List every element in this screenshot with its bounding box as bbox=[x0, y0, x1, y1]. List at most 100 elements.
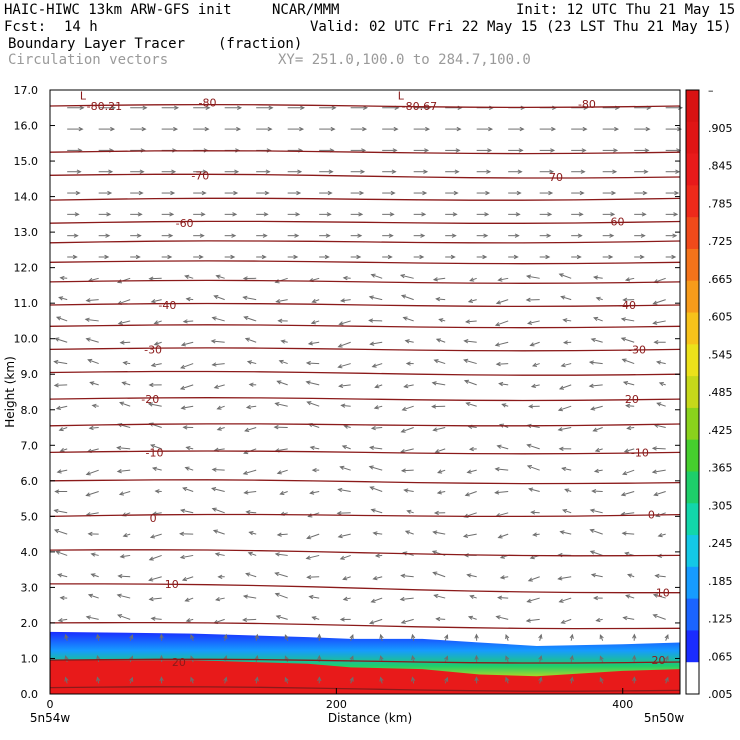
vector-arrowhead bbox=[148, 382, 154, 388]
circulation-vector bbox=[496, 512, 509, 517]
circulation-vector bbox=[306, 554, 320, 559]
circulation-vector bbox=[185, 467, 194, 471]
vector-arrowhead bbox=[119, 340, 125, 345]
vector-arrowhead bbox=[505, 634, 510, 640]
circulation-vector bbox=[498, 597, 509, 599]
vector-arrowhead bbox=[463, 358, 469, 364]
circulation-vector bbox=[91, 573, 99, 578]
vector-arrowhead bbox=[210, 339, 216, 344]
vector-arrowhead bbox=[369, 445, 375, 450]
vector-arrowhead bbox=[215, 597, 221, 602]
vector-arrowhead bbox=[464, 492, 470, 497]
circulation-vector bbox=[652, 469, 666, 473]
circulation-vector bbox=[433, 427, 446, 431]
contour-label: -20 bbox=[621, 393, 639, 406]
vector-arrowhead bbox=[469, 594, 475, 600]
vector-arrowhead bbox=[589, 528, 595, 533]
vector-arrowhead bbox=[483, 233, 489, 238]
vector-arrowhead bbox=[399, 596, 405, 602]
vector-arrowhead bbox=[278, 359, 284, 364]
circulation-vector bbox=[594, 276, 603, 279]
vector-arrowhead bbox=[431, 381, 437, 386]
vector-arrowhead bbox=[309, 445, 315, 450]
circulation-vector bbox=[338, 363, 351, 368]
vector-arrowhead bbox=[306, 535, 312, 540]
vector-arrowhead bbox=[184, 274, 190, 279]
vector-arrowhead bbox=[242, 594, 249, 599]
circulation-vector bbox=[216, 597, 225, 601]
vector-arrowhead bbox=[274, 402, 280, 407]
circulation-vector bbox=[500, 576, 509, 579]
vector-arrowhead bbox=[517, 169, 523, 174]
vector-arrowhead bbox=[664, 676, 669, 682]
contour-label: 20 bbox=[652, 654, 666, 667]
vector-arrowhead bbox=[181, 576, 188, 582]
vector-arrowhead bbox=[317, 633, 322, 639]
circulation-vector bbox=[561, 618, 572, 624]
circulation-vector bbox=[85, 318, 99, 322]
vector-arrowhead bbox=[262, 233, 268, 238]
tracer-high-band bbox=[50, 660, 680, 694]
vector-arrowhead bbox=[64, 655, 69, 661]
temperature-contour bbox=[49, 397, 681, 402]
vector-arrowhead bbox=[111, 105, 117, 110]
circulation-vector bbox=[246, 573, 257, 578]
circulation-vector bbox=[214, 384, 225, 389]
circulation-vector bbox=[434, 594, 446, 599]
vector-arrowhead bbox=[180, 508, 186, 513]
vector-arrowhead bbox=[654, 573, 660, 579]
vector-arrowhead bbox=[349, 676, 354, 682]
vector-arrowhead bbox=[279, 490, 285, 496]
vector-arrowhead bbox=[359, 190, 365, 196]
vector-arrowhead bbox=[85, 337, 91, 342]
circulation-vector bbox=[86, 512, 99, 516]
vector-arrowhead bbox=[85, 615, 91, 620]
circulation-vector bbox=[151, 299, 162, 303]
vector-arrowhead bbox=[311, 616, 317, 621]
vector-arrowhead bbox=[550, 148, 556, 153]
circulation-vector bbox=[277, 469, 288, 474]
vector-arrowhead bbox=[147, 402, 153, 407]
vector-arrowhead bbox=[403, 488, 409, 493]
vector-arrowhead bbox=[174, 105, 180, 110]
vector-arrowhead bbox=[268, 105, 274, 110]
vector-arrowhead bbox=[199, 233, 205, 238]
circulation-vector bbox=[404, 489, 414, 492]
vector-arrowhead bbox=[54, 489, 60, 494]
circulation-vector bbox=[58, 618, 68, 622]
vector-arrowhead bbox=[545, 254, 551, 260]
vector-arrowhead bbox=[337, 343, 343, 348]
vector-arrowhead bbox=[369, 341, 375, 346]
vector-arrowhead bbox=[403, 383, 409, 389]
vector-arrowhead bbox=[342, 576, 348, 581]
circulation-vector bbox=[56, 551, 68, 556]
circulation-vector bbox=[654, 491, 666, 496]
vector-arrowhead bbox=[87, 593, 94, 598]
vector-arrowhead bbox=[674, 190, 680, 196]
circulation-vector bbox=[276, 615, 288, 620]
vector-arrowhead bbox=[190, 634, 195, 640]
vector-arrowhead bbox=[96, 633, 101, 639]
circulation-vector bbox=[339, 320, 351, 325]
vector-arrowhead bbox=[76, 169, 82, 174]
circulation-vector bbox=[307, 576, 320, 578]
colorbar-label: .065 bbox=[708, 650, 733, 663]
circulation-vector bbox=[621, 512, 635, 515]
x-tick-label: 0 bbox=[47, 698, 54, 711]
y-tick-label: 1.0 bbox=[21, 652, 39, 665]
circulation-vector bbox=[405, 340, 414, 343]
circulation-vector bbox=[623, 617, 635, 620]
contour-label: 0 bbox=[150, 512, 157, 525]
colorbar-label: .545 bbox=[708, 348, 733, 361]
vector-arrowhead bbox=[106, 212, 112, 217]
circulation-vector bbox=[185, 275, 194, 279]
x-axis-label: Distance (km) bbox=[328, 711, 412, 725]
circulation-vector bbox=[89, 427, 99, 429]
vector-arrowhead bbox=[404, 530, 410, 535]
vector-arrowhead bbox=[179, 554, 185, 560]
vector-arrowhead bbox=[431, 550, 437, 555]
vector-arrowhead bbox=[149, 534, 156, 539]
vector-arrowhead bbox=[454, 169, 460, 174]
vector-arrowhead bbox=[261, 254, 267, 260]
vector-arrowhead bbox=[64, 676, 69, 682]
